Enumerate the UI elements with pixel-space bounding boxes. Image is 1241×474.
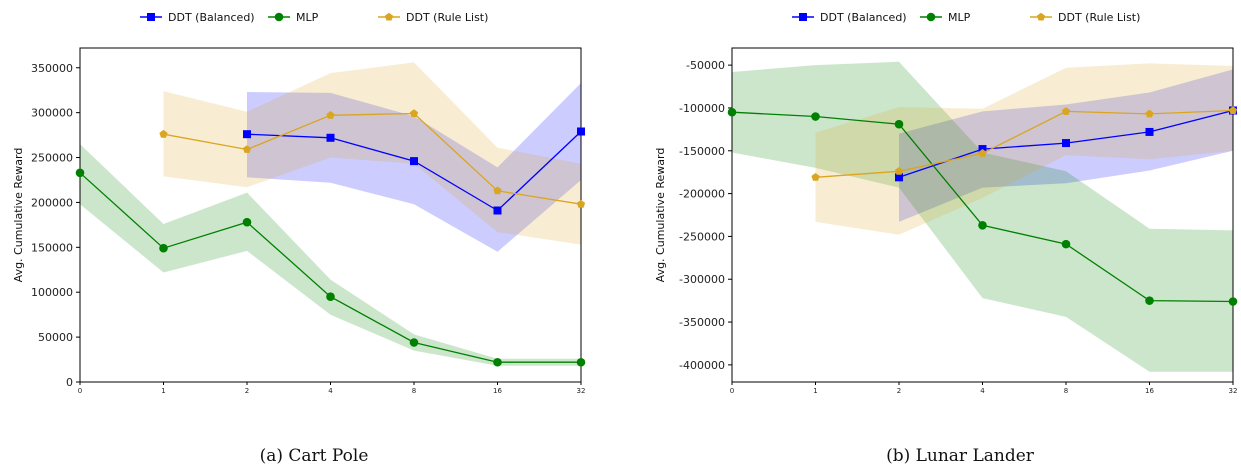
- series-0-point: [895, 173, 903, 182]
- legend-label: MLP: [296, 11, 319, 24]
- chart-caption: (a) Cart Pole: [260, 446, 369, 466]
- y-tick-label: 0: [66, 376, 73, 389]
- series-2-line: [163, 112, 582, 205]
- y-axis-label: Avg. Cumulative Reward: [654, 148, 667, 283]
- series-2-point: [1061, 107, 1071, 115]
- legend-label: DDT (Rule List): [1058, 11, 1140, 24]
- x-tick-label: 16: [1145, 387, 1154, 395]
- y-tick-label: -350000: [679, 316, 725, 329]
- legend-marker: [384, 12, 394, 21]
- series-2-band: [815, 63, 1233, 235]
- series-1-band: [732, 61, 1233, 372]
- series-2-point: [409, 109, 419, 117]
- chart-cart-pole: 0 50000 100000 150000 200000 250000 300000 3500…: [12, 11, 585, 466]
- x-tick-label: 16: [493, 387, 502, 395]
- series-1-point: [727, 107, 737, 117]
- series-2-line: [815, 109, 1234, 178]
- x-tick-label: 8: [1064, 387, 1068, 395]
- legend-marker: [799, 13, 807, 21]
- legend-label: DDT (Balanced): [168, 11, 255, 24]
- series-1-point: [894, 119, 904, 129]
- y-tick-label: -400000: [679, 359, 725, 372]
- chart-caption: (b) Lunar Lander: [886, 446, 1035, 466]
- legend-marker: [926, 12, 936, 22]
- series-2-point: [1145, 109, 1154, 118]
- series-1-point: [1145, 296, 1154, 305]
- series-2-point: [242, 145, 252, 153]
- y-tick-label: -200000: [679, 188, 725, 201]
- y-tick-label: 50000: [38, 331, 73, 344]
- series-1-point: [1228, 297, 1238, 306]
- series-1-point: [493, 357, 502, 367]
- series-1-band: [80, 144, 581, 366]
- y-tick-label: 250000: [31, 152, 73, 165]
- y-tick-label: 200000: [31, 196, 73, 209]
- y-tick-label: -150000: [679, 145, 725, 158]
- series-1-point: [326, 292, 335, 302]
- series-1-point: [242, 217, 252, 227]
- legend-marker: [274, 12, 284, 22]
- legend-marker: [1036, 12, 1046, 21]
- y-tick-label: 150000: [31, 241, 73, 254]
- y-tick-label: -250000: [679, 230, 725, 243]
- y-tick-label: -100000: [679, 102, 725, 115]
- x-tick-label: 4: [328, 387, 333, 395]
- x-tick-label: 32: [577, 387, 586, 395]
- x-tick-label: 0: [730, 387, 734, 395]
- y-tick-label: 350000: [31, 62, 73, 75]
- series-0-point: [410, 157, 418, 166]
- series-0-point: [1145, 127, 1154, 136]
- series-2-point: [894, 167, 904, 175]
- x-tick-label: 8: [412, 387, 416, 395]
- series-2-point: [1228, 106, 1238, 114]
- x-tick-label: 32: [1229, 387, 1238, 395]
- x-tick-label: 2: [245, 387, 249, 395]
- series-2-point: [159, 129, 168, 138]
- x-tick-label: 1: [813, 387, 817, 395]
- legend-label: DDT (Rule List): [406, 11, 488, 24]
- legend-label: MLP: [948, 11, 971, 24]
- series-2-point: [576, 199, 586, 208]
- series-2-point: [978, 149, 987, 157]
- series-0-point: [577, 127, 585, 136]
- x-tick-label: 0: [78, 387, 82, 395]
- y-tick-label: 300000: [31, 107, 73, 120]
- y-tick-label: -50000: [686, 59, 725, 72]
- series-1-point: [75, 168, 85, 178]
- series-0-point: [326, 133, 335, 142]
- x-tick-label: 4: [980, 387, 985, 395]
- y-tick-label: -300000: [679, 273, 725, 286]
- series-2-point: [326, 111, 335, 119]
- series-0-point: [243, 130, 251, 139]
- series-1-point: [159, 243, 168, 253]
- series-0-point: [1062, 139, 1070, 148]
- series-0-point: [493, 206, 502, 215]
- legend-label: DDT (Balanced): [820, 11, 907, 24]
- x-tick-label: 1: [161, 387, 165, 395]
- x-tick-label: 2: [897, 387, 901, 395]
- y-axis-label: Avg. Cumulative Reward: [12, 148, 25, 283]
- y-tick-label: 100000: [31, 286, 73, 299]
- legend-marker: [147, 13, 155, 21]
- series-1-point: [811, 112, 820, 121]
- series-2-point: [811, 173, 820, 181]
- series-1-point: [576, 357, 586, 367]
- chart-lunar-lander: -50000 -100000 -150000 -200000 -250000 -30000…: [654, 11, 1237, 466]
- series-1-point: [978, 220, 987, 230]
- series-2-band: [163, 62, 581, 245]
- series-1-point: [409, 338, 419, 347]
- series-2-point: [493, 186, 502, 195]
- series-1-point: [1061, 239, 1071, 249]
